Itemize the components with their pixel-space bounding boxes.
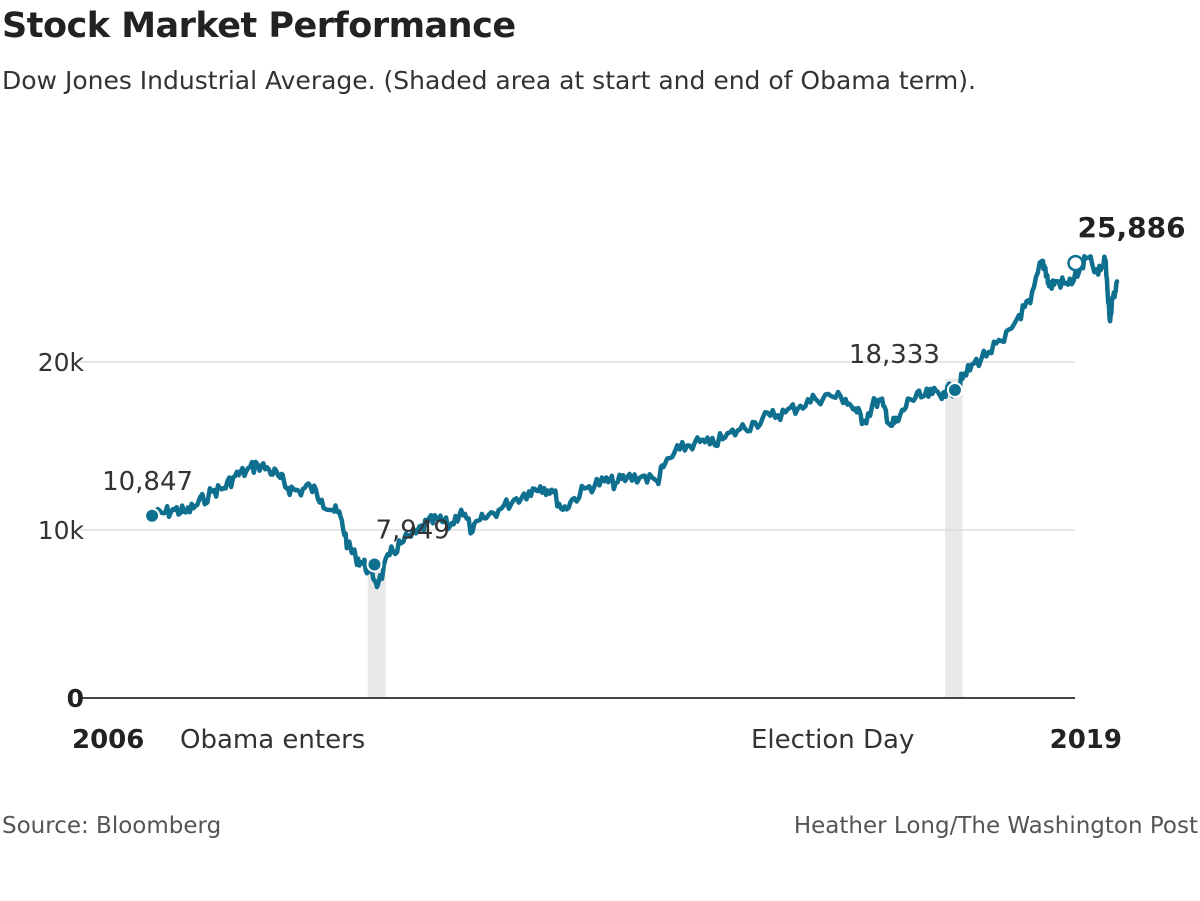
shaded-range-2	[945, 378, 963, 698]
data-label: 25,886	[1078, 211, 1186, 244]
annotations: 10,847 7,949 18,333 25,886	[102, 211, 1186, 573]
x-axis-labels: 2006 Obama enters Election Day 2019	[72, 725, 1122, 755]
source-note: Source: Bloomberg	[2, 813, 222, 839]
y-tick-label: 20k	[38, 348, 85, 377]
chart-subtitle: Dow Jones Industrial Average. (Shaded ar…	[2, 66, 976, 95]
y-tick-label: 10k	[38, 516, 85, 545]
dow-series-line	[149, 254, 1120, 590]
series-line-layer	[149, 254, 1120, 590]
x-axis-label: 2006	[72, 725, 144, 755]
chart-title: Stock Market Performance	[2, 6, 516, 46]
data-label: 7,949	[375, 515, 449, 545]
y-tick-label: 0	[67, 684, 84, 713]
data-point-marker	[144, 507, 161, 524]
gridlines	[80, 361, 1075, 699]
y-axis-ticks: 0 10k 20k	[38, 348, 85, 713]
data-point-marker	[1067, 254, 1084, 272]
x-axis-label: 2019	[1050, 725, 1122, 755]
shaded-range-1	[367, 564, 386, 698]
data-point-marker	[946, 382, 963, 399]
data-label: 10,847	[102, 467, 193, 497]
shaded-periods	[367, 378, 963, 698]
x-axis-label: Election Day	[751, 725, 914, 755]
data-point-marker	[366, 556, 383, 573]
credit-note: Heather Long/The Washington Post	[793, 813, 1198, 839]
x-axis-label: Obama enters	[180, 725, 365, 755]
data-label: 18,333	[849, 340, 940, 370]
